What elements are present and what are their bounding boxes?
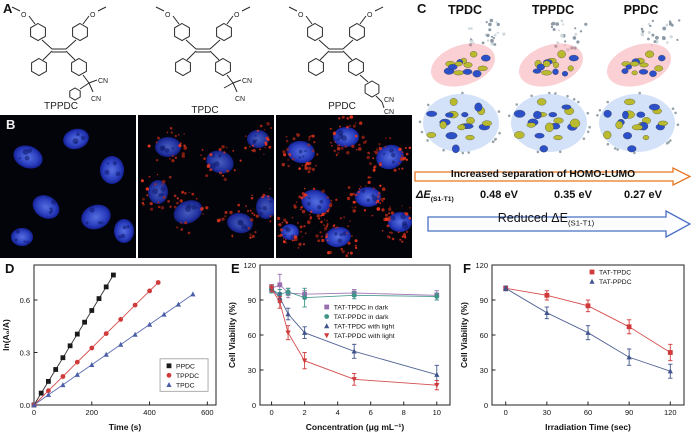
svg-text:TAT-PPDC: TAT-PPDC [599, 279, 632, 286]
microscopy-image-1 [0, 115, 136, 258]
svg-text:120: 120 [243, 261, 256, 270]
svg-text:PPDC: PPDC [176, 363, 195, 370]
structure-label-tpdc: TPDC [191, 105, 219, 116]
svg-text:O: O [234, 12, 240, 19]
delta-e-value-ppdc: 0.27 eV [624, 189, 662, 201]
svg-text:0.6: 0.6 [20, 296, 30, 305]
photodegradation-kinetics-chart: 0 200 400 600 0.0 0.3 0.6 Time (s) ln(A₀/A) PPDC T… [1, 264, 217, 432]
panel-a-label: A [3, 1, 13, 16]
reduced-delta-e-arrow-text: Reduced ΔE(S1-T1) [497, 211, 595, 228]
svg-text:CN: CN [235, 96, 245, 103]
panel-e-label: E [231, 261, 240, 276]
svg-text:O: O [90, 12, 96, 19]
svg-text:0.0: 0.0 [20, 401, 30, 410]
svg-text:TAT-PPDC in dark: TAT-PPDC in dark [334, 314, 389, 321]
svg-text:30: 30 [248, 366, 256, 375]
column-header-tpdc: TPDC [447, 3, 483, 17]
svg-text:TPPDC: TPPDC [176, 373, 199, 380]
microscopy-image-3 [276, 115, 412, 258]
svg-text:O: O [165, 12, 171, 19]
svg-text:TAT-TPDC in dark: TAT-TPDC in dark [334, 305, 389, 312]
column-header-ppdc: PPDC [623, 3, 659, 17]
orbital-diagram-tppdc [507, 19, 591, 154]
delta-e-value-tppdc: 0.35 eV [554, 189, 592, 201]
svg-text:6: 6 [369, 408, 373, 417]
panel-f-label: F [463, 261, 471, 276]
homo-lumo-arrow [414, 167, 692, 186]
svg-text:8: 8 [402, 408, 406, 417]
svg-text:ln(A₀/A): ln(A₀/A) [1, 319, 11, 351]
svg-text:CN: CN [242, 78, 252, 85]
structure-label-tppdc: TPPDC [44, 101, 78, 112]
svg-text:2: 2 [303, 408, 307, 417]
svg-text:0: 0 [269, 408, 273, 417]
svg-text:120: 120 [664, 408, 677, 417]
svg-text:10: 10 [433, 408, 441, 417]
svg-text:0: 0 [484, 401, 488, 410]
svg-text:200: 200 [86, 408, 99, 417]
svg-text:TAT-TPDC with light: TAT-TPDC with light [334, 324, 395, 331]
delta-e-value-tpdc: 0.48 eV [480, 189, 518, 201]
svg-text:90: 90 [625, 408, 633, 417]
svg-text:CN: CN [384, 97, 394, 104]
panel-b-label: B [6, 117, 16, 132]
reduced-delta-e-arrow [427, 209, 692, 239]
svg-text:60: 60 [480, 331, 488, 340]
panel-c-label: C [417, 1, 427, 16]
svg-text:Time (s): Time (s) [109, 422, 142, 432]
svg-text:O: O [21, 12, 27, 19]
svg-text:Irradiation Time (sec): Irradiation Time (sec) [545, 422, 631, 432]
svg-text:0: 0 [504, 408, 508, 417]
svg-text:TPDC: TPDC [176, 382, 195, 389]
svg-text:30: 30 [543, 408, 551, 417]
orbital-diagram-tpdc [418, 18, 506, 155]
svg-text:Cell Viability (%): Cell Viability (%) [459, 302, 469, 368]
svg-text:600: 600 [201, 408, 214, 417]
svg-text:O: O [298, 12, 304, 19]
svg-text:CN: CN [91, 96, 101, 103]
svg-text:400: 400 [143, 408, 156, 417]
svg-text:60: 60 [248, 331, 256, 340]
svg-text:0: 0 [252, 401, 256, 410]
orbital-diagram-ppdc [596, 19, 681, 155]
column-header-tppdc: TPPDC [531, 3, 575, 17]
homo-lumo-arrow-text: Increased separation of HOMO-LUMO [450, 169, 636, 180]
svg-text:4: 4 [336, 408, 340, 417]
svg-text:90: 90 [248, 296, 256, 305]
svg-text:120: 120 [475, 261, 488, 270]
panel-d-label: D [5, 261, 15, 276]
svg-text:TAT-PPDC with light: TAT-PPDC with light [334, 333, 395, 340]
svg-text:0.3: 0.3 [20, 348, 30, 357]
delta-e-row: ΔE(S1-T1) 0.48 eV 0.35 eV 0.27 eV [414, 189, 692, 205]
svg-text:CN: CN [384, 109, 394, 116]
svg-text:30: 30 [480, 366, 488, 375]
svg-text:60: 60 [584, 408, 592, 417]
cell-viability-irradiation-chart: 0 30 60 90 120 0 30 60 90 120 Irradiation Time (se… [459, 261, 685, 432]
svg-text:Cell Viability (%): Cell Viability (%) [227, 302, 237, 368]
delta-e-label: ΔE(S1-T1) [416, 189, 454, 204]
structure-label-ppdc: PPDC [328, 101, 356, 112]
svg-text:0: 0 [32, 408, 36, 417]
chemical-structures-drawing: O O CN CN O O CN CN O O CN CN [11, 6, 394, 116]
svg-text:Concentration (μg mL⁻¹): Concentration (μg mL⁻¹) [306, 422, 405, 432]
cell-viability-concentration-chart: 0 2 4 6 8 10 0 30 60 90 120 Concentration (μg mL⁻¹)… [227, 261, 451, 432]
panel-b-microscopy: B [0, 115, 412, 258]
svg-text:CN: CN [98, 78, 108, 85]
microscopy-image-2 [138, 115, 274, 258]
svg-text:90: 90 [480, 296, 488, 305]
svg-text:O: O [367, 12, 373, 19]
svg-text:TAT-TPDC: TAT-TPDC [599, 270, 631, 277]
